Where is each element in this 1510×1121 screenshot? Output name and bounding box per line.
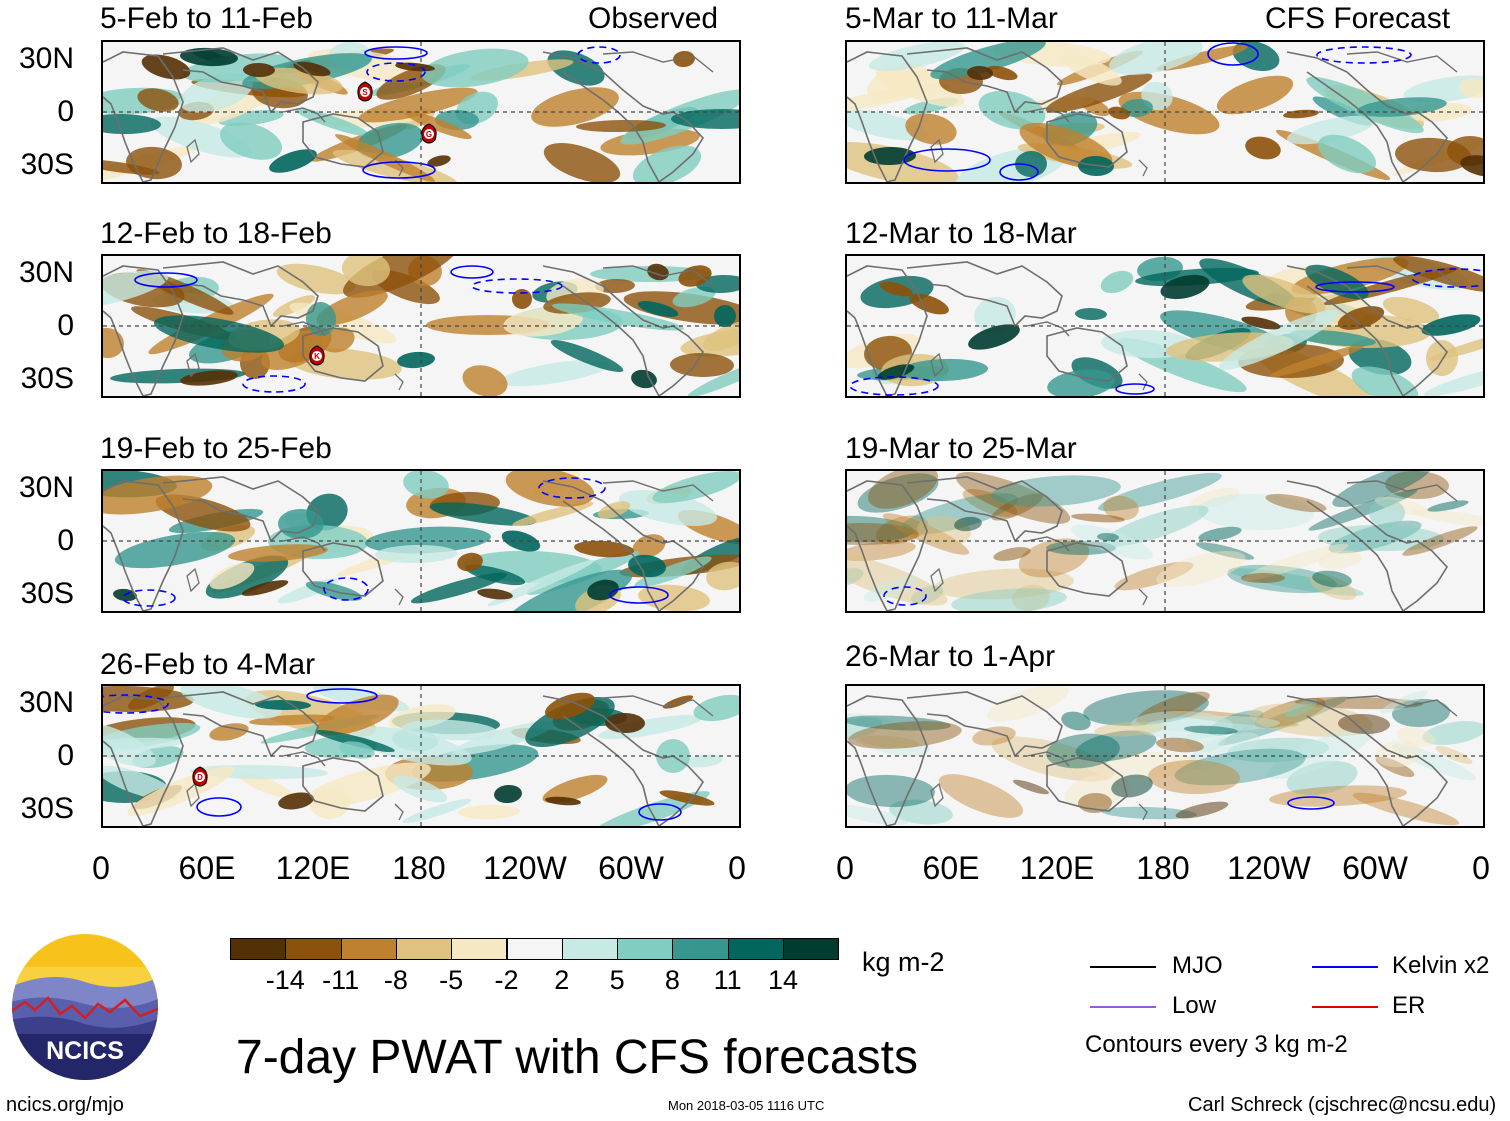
panel-title-fcst-1: 5-Mar to 11-Mar [845, 2, 1058, 35]
forecast-map-3 [845, 469, 1485, 613]
x-axis-label: 120E [1019, 850, 1095, 886]
forecast-map-4 [845, 684, 1485, 828]
legend-note: Contours every 3 kg m-2 [1085, 1031, 1348, 1058]
storm-marker-letter: K [314, 352, 320, 361]
x-axis-label: 60E [178, 850, 236, 886]
y-axis-label: 30N [18, 256, 74, 289]
colorbar-swatch [395, 938, 453, 960]
observed-map-1: S G [101, 40, 741, 184]
colorbar-label: 5 [609, 965, 625, 995]
ncics-logo: NCICS [10, 932, 160, 1082]
y-axis-label: 0 [57, 309, 74, 342]
y-axis-label: 0 [57, 739, 74, 772]
y-axis-label: 30N [18, 42, 74, 75]
storm-marker-s: S [357, 81, 373, 102]
ncics-logo-graphic: NCICS [12, 934, 158, 1080]
footer-credit: Carl Schreck (cjschrec@ncsu.edu) [1188, 1094, 1497, 1116]
colorbar-swatch [561, 938, 619, 960]
panel-tag-cfs-forecast: CFS Forecast [1265, 2, 1451, 35]
x-axis-label: 0 [1472, 850, 1490, 886]
legend-line-low [1090, 1006, 1156, 1008]
legend-line-kelvin [1312, 966, 1378, 968]
legend-label-low: Low [1172, 992, 1217, 1019]
storm-marker-letter: G [426, 130, 432, 139]
colorbar-label: -11 [322, 965, 360, 995]
colorbar-label: 11 [713, 965, 742, 995]
colorbar-label: -14 [265, 965, 305, 995]
observed-map-3 [101, 469, 741, 613]
y-axis-label: 30N [18, 686, 74, 719]
y-axis-label: 30S [20, 148, 74, 181]
panel-tag-observed: Observed [588, 2, 719, 35]
y-axis-label: 30S [20, 362, 74, 395]
panel-title-obs-3: 19-Feb to 25-Feb [100, 432, 332, 465]
colorbar-swatch [672, 938, 729, 960]
x-axis-label: 60W [1342, 850, 1408, 886]
storm-marker-g: G [421, 123, 437, 144]
observed-map-4: D [101, 684, 741, 828]
y-axis-label: 30S [20, 577, 74, 610]
observed-map-2: K [101, 254, 741, 398]
panel-title-fcst-2: 12-Mar to 18-Mar [845, 217, 1077, 250]
x-axis-label: 120W [483, 850, 567, 886]
footer-timestamp: Mon 2018-03-05 1116 UTC [668, 1098, 825, 1113]
panel-title-obs-4: 26-Feb to 4-Mar [100, 648, 316, 681]
x-axis-label: 180 [392, 850, 446, 886]
x-axis-label: 0 [728, 850, 746, 886]
colorbar-swatch [340, 938, 397, 960]
footer-url: ncics.org/mjo [6, 1094, 124, 1116]
colorbar-label: 8 [664, 965, 680, 995]
colorbar-swatch [230, 938, 287, 960]
colorbar-swatch [451, 938, 508, 960]
forecast-map-1 [845, 40, 1485, 184]
x-axis-label: 60W [598, 850, 664, 886]
storm-marker-k: K [309, 345, 325, 366]
colorbar-label: 2 [554, 965, 570, 995]
forecast-map-2 [845, 254, 1485, 398]
colorbar-label: -5 [439, 965, 464, 995]
y-axis-label: 30S [20, 792, 74, 825]
storm-marker-letter: S [362, 88, 368, 97]
legend-label-mjo: MJO [1172, 952, 1223, 979]
y-axis-label: 0 [57, 95, 74, 128]
storm-marker-d: D [192, 766, 208, 787]
logo-text: NCICS [46, 1037, 124, 1065]
colorbar-label: 14 [767, 965, 799, 995]
colorbar-swatch [506, 938, 563, 960]
x-axis-label: 0 [836, 850, 854, 886]
colorbar-label: -2 [494, 965, 519, 995]
panel-title-fcst-4: 26-Mar to 1-Apr [845, 640, 1056, 673]
panel-title-fcst-3: 19-Mar to 25-Mar [845, 432, 1077, 465]
y-axis-label: 30N [18, 471, 74, 504]
colorbar-unit: kg m-2 [862, 947, 945, 977]
main-title: 7-day PWAT with CFS forecasts [236, 1031, 918, 1084]
x-axis-label: 120W [1227, 850, 1311, 886]
storm-marker-letter: D [197, 773, 203, 782]
panel-title-obs-1: 5-Feb to 11-Feb [100, 2, 313, 35]
x-axis-label: 60E [922, 850, 980, 886]
colorbar-swatch [727, 938, 784, 960]
x-axis-label: 180 [1136, 850, 1190, 886]
legend-label-kelvin: Kelvin x2 [1392, 952, 1490, 979]
panel-title-obs-2: 12-Feb to 18-Feb [100, 217, 332, 250]
colorbar-swatch [617, 938, 674, 960]
legend-line-mjo [1090, 966, 1156, 968]
colorbar-swatch [285, 938, 342, 960]
colorbar-swatch [783, 938, 840, 960]
legend-label-er: ER [1392, 992, 1426, 1019]
colorbar-label: -8 [383, 965, 408, 995]
legend-line-er [1312, 1006, 1378, 1008]
x-axis-label: 120E [275, 850, 351, 886]
x-axis-label: 0 [92, 850, 110, 886]
y-axis-label: 0 [57, 524, 74, 557]
